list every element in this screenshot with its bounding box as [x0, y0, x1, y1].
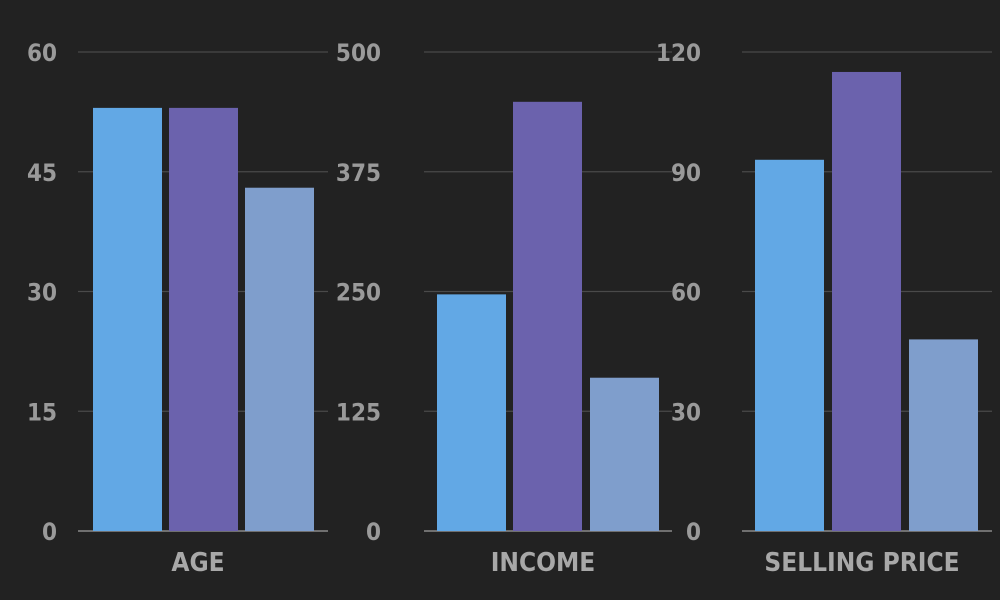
- panel-income: 0 125 250 375 500 INCOME: [336, 39, 672, 578]
- y-tick-label: 250: [336, 279, 381, 307]
- bar: [169, 107, 238, 531]
- y-tick-label: 90: [671, 159, 701, 187]
- x-axis-label: AGE: [171, 548, 224, 578]
- bar: [513, 101, 582, 531]
- panel-age: 0 15 30 45 60 AGE: [27, 39, 328, 578]
- bar: [93, 107, 162, 531]
- y-tick-label: 15: [27, 398, 57, 426]
- x-axis-label: INCOME: [491, 548, 596, 578]
- y-tick-label: 500: [336, 39, 381, 67]
- y-tick-label: 120: [656, 39, 701, 67]
- y-tick-label: 125: [336, 398, 381, 426]
- y-tick-label: 45: [27, 159, 57, 187]
- panel-selling-price: 0 30 60 90 120 SELLING PRICE: [656, 39, 992, 578]
- y-tick-label: 30: [27, 279, 57, 307]
- y-tick-label: 60: [27, 39, 57, 67]
- y-tick-label: 30: [671, 398, 701, 426]
- bar: [437, 294, 506, 531]
- x-axis-label: SELLING PRICE: [764, 548, 959, 578]
- y-tick-label: 0: [686, 518, 701, 546]
- bar: [590, 377, 659, 531]
- y-tick-label: 375: [336, 159, 381, 187]
- bar: [909, 339, 978, 531]
- y-tick-label: 0: [366, 518, 381, 546]
- bar: [755, 159, 824, 531]
- y-tick-label: 60: [671, 279, 701, 307]
- y-tick-label: 0: [42, 518, 57, 546]
- bar: [832, 71, 901, 531]
- bar: [245, 187, 314, 531]
